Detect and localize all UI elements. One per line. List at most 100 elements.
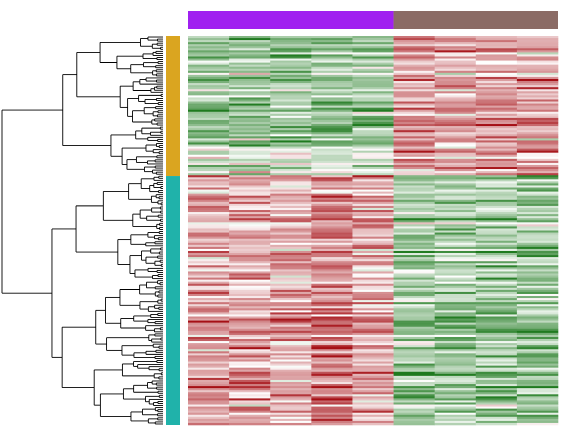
heatmap-cell [393, 332, 435, 336]
heatmap-cell [229, 355, 271, 358]
heatmap-cell [270, 265, 312, 268]
heatmap-cell [352, 111, 394, 115]
heatmap-cell [229, 408, 271, 411]
heatmap-cell [516, 164, 559, 168]
heatmap-cell [188, 228, 230, 231]
heatmap-cell [311, 298, 353, 301]
heatmap-cell [475, 269, 518, 272]
heatmap-cell [311, 195, 353, 199]
heatmap-cell [270, 175, 312, 178]
heatmap-cell [475, 422, 518, 426]
heatmap-cell [434, 144, 477, 147]
heatmap-cell [311, 222, 353, 225]
heatmap-cell [516, 128, 559, 131]
heatmap-cell [434, 74, 477, 78]
heatmap-cell [393, 394, 435, 397]
heatmap-cell [434, 349, 477, 352]
heatmap-cell [270, 124, 312, 127]
heatmap-cell [516, 93, 559, 96]
heatmap-cell [516, 162, 559, 166]
heatmap-cell [352, 367, 394, 371]
heatmap-cell [188, 365, 230, 368]
heatmap-cell [352, 273, 394, 276]
heatmap-cell [475, 85, 518, 88]
heatmap-cell [516, 341, 559, 344]
heatmap-cell [229, 195, 271, 199]
heatmap-cell [188, 408, 230, 411]
heatmap-cells [188, 36, 559, 426]
heatmap-cell [229, 371, 271, 375]
heatmap-cell [311, 322, 353, 325]
heatmap-cell [475, 210, 518, 213]
heatmap-cell [352, 203, 394, 207]
heatmap-cell [516, 50, 559, 53]
heatmap-cell [270, 134, 312, 137]
heatmap-cell [311, 420, 353, 424]
heatmap-cell [229, 291, 271, 295]
heatmap-cell [475, 195, 518, 199]
heatmap-cell [270, 246, 312, 250]
heatmap-cell [229, 167, 271, 170]
heatmap-cell [516, 420, 559, 424]
heatmap-cell [311, 48, 353, 51]
heatmap-cell [270, 398, 312, 401]
heatmap-cell [352, 38, 394, 41]
heatmap-cell [516, 287, 559, 291]
heatmap-cell [516, 336, 559, 340]
heatmap-cell [434, 355, 477, 358]
heatmap-cell [516, 169, 559, 172]
heatmap-cell [434, 281, 477, 285]
heatmap-cell [229, 416, 271, 420]
heatmap-cell [352, 175, 394, 178]
heatmap-cell [434, 64, 477, 68]
heatmap-cell [270, 375, 312, 379]
heatmap-cell [229, 40, 271, 43]
heatmap-cell [434, 302, 477, 305]
heatmap-cell [516, 267, 559, 270]
heatmap-cell [434, 66, 477, 70]
heatmap-cell [393, 375, 435, 379]
heatmap-cell [516, 76, 559, 80]
heatmap-cell [516, 291, 559, 295]
heatmap-cell [393, 115, 435, 119]
heatmap-cell [311, 246, 353, 250]
heatmap-cell [352, 132, 394, 135]
heatmap-cell [516, 58, 559, 61]
heatmap-cell [270, 140, 312, 143]
heatmap-cell [270, 183, 312, 186]
heatmap-cell [311, 369, 353, 373]
heatmap-cell [229, 324, 271, 328]
heatmap-cell [188, 330, 230, 334]
heatmap-cell [188, 244, 230, 248]
heatmap-cell [229, 113, 271, 117]
heatmap-cell [229, 296, 271, 299]
heatmap-cell [311, 398, 353, 401]
heatmap-cell [352, 216, 394, 219]
heatmap-cell [188, 167, 230, 170]
heatmap-cell [188, 300, 230, 303]
heatmap-cell [188, 302, 230, 305]
heatmap-cell [434, 107, 477, 111]
heatmap-cell [516, 38, 559, 41]
heatmap-cell [352, 363, 394, 366]
heatmap-cell [393, 343, 435, 346]
heatmap-cell [516, 390, 559, 393]
heatmap-cell [270, 359, 312, 362]
heatmap-cell [229, 42, 271, 45]
heatmap-cell [352, 402, 394, 405]
heatmap-cell [393, 298, 435, 301]
heatmap-cell [434, 257, 477, 260]
heatmap-cell [516, 119, 559, 123]
heatmap-cell [434, 408, 477, 411]
heatmap-cell [516, 109, 559, 113]
heatmap-cell [270, 210, 312, 213]
heatmap-cell [270, 240, 312, 244]
heatmap-cell [229, 183, 271, 186]
heatmap-cell [188, 283, 230, 287]
heatmap-cell [393, 312, 435, 315]
heatmap-cell [434, 277, 477, 280]
heatmap-cell [188, 187, 230, 190]
heatmap-cell [352, 310, 394, 313]
heatmap-cell [393, 300, 435, 303]
heatmap-cell [434, 361, 477, 364]
